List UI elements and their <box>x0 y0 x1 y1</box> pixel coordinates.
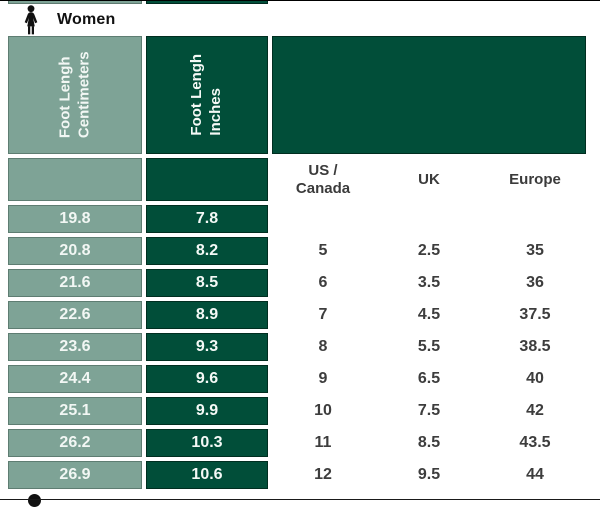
subheader-us-canada: US / Canada <box>295 162 351 197</box>
cell-cm: 19.8 <box>8 205 142 233</box>
cell-us: 5 <box>272 237 374 265</box>
subheader-uk: UK <box>418 170 440 188</box>
cell-us: 7 <box>272 301 374 329</box>
cell-uk: 8.5 <box>378 429 480 457</box>
cell-uk: 3.5 <box>378 269 480 297</box>
cell-uk: 5.5 <box>378 333 480 361</box>
cell-cm: 20.8 <box>8 237 142 265</box>
partial-cell-light <box>8 0 142 4</box>
subheader-europe: Europe <box>509 170 561 188</box>
section-title: Women <box>57 11 116 28</box>
column-header-inches-text: Foot Lengh Inches <box>188 54 224 136</box>
cell-cm: 23.6 <box>8 333 142 361</box>
cell-us: 6 <box>272 269 374 297</box>
cell-us: 10 <box>272 397 374 425</box>
cell-inches: 9.3 <box>146 333 268 361</box>
cell-us <box>272 205 374 233</box>
cell-europe: 43.5 <box>484 429 586 457</box>
image-top-border <box>0 0 600 1</box>
cell-inches: 8.9 <box>146 301 268 329</box>
column-header-centimeters-text: Foot Lengh Centimeters <box>56 51 92 139</box>
cell-uk: 9.5 <box>378 461 480 489</box>
next-section-person-head-icon <box>28 494 41 507</box>
cell-europe: 37.5 <box>484 301 586 329</box>
cell-europe: 44 <box>484 461 586 489</box>
cell-uk: 6.5 <box>378 365 480 393</box>
cell-inches: 10.6 <box>146 461 268 489</box>
cell-us: 8 <box>272 333 374 361</box>
cell-europe: 36 <box>484 269 586 297</box>
cell-cm: 24.4 <box>8 365 142 393</box>
woman-icon <box>24 5 38 35</box>
cell-inches: 9.6 <box>146 365 268 393</box>
previous-table-partial-row <box>8 0 600 4</box>
cell-europe: 38.5 <box>484 333 586 361</box>
cell-inches: 8.5 <box>146 269 268 297</box>
column-header-inches: Foot Lengh Inches <box>146 36 268 154</box>
cell-inches: 10.3 <box>146 429 268 457</box>
size-chart-table: Foot Lengh Centimeters Foot Lengh Inches… <box>8 36 600 489</box>
subheader-cm-empty <box>8 158 142 201</box>
cell-us: 11 <box>272 429 374 457</box>
cell-cm: 26.2 <box>8 429 142 457</box>
cell-inches: 8.2 <box>146 237 268 265</box>
cell-cm: 22.6 <box>8 301 142 329</box>
cell-cm: 26.9 <box>8 461 142 489</box>
cell-inches: 7.8 <box>146 205 268 233</box>
column-header-sizes-block <box>272 36 586 154</box>
cell-europe: 40 <box>484 365 586 393</box>
cell-us: 9 <box>272 365 374 393</box>
cell-uk: 7.5 <box>378 397 480 425</box>
partial-cell-dark <box>146 0 268 4</box>
section-header: Women <box>8 4 600 36</box>
cell-europe: 35 <box>484 237 586 265</box>
cell-cm: 25.1 <box>8 397 142 425</box>
subheader-in-empty <box>146 158 268 201</box>
cell-uk: 4.5 <box>378 301 480 329</box>
cell-us: 12 <box>272 461 374 489</box>
cell-uk <box>378 205 480 233</box>
cell-europe <box>484 205 586 233</box>
cell-cm: 21.6 <box>8 269 142 297</box>
cell-uk: 2.5 <box>378 237 480 265</box>
column-header-centimeters: Foot Lengh Centimeters <box>8 36 142 154</box>
cell-europe: 42 <box>484 397 586 425</box>
cell-inches: 9.9 <box>146 397 268 425</box>
